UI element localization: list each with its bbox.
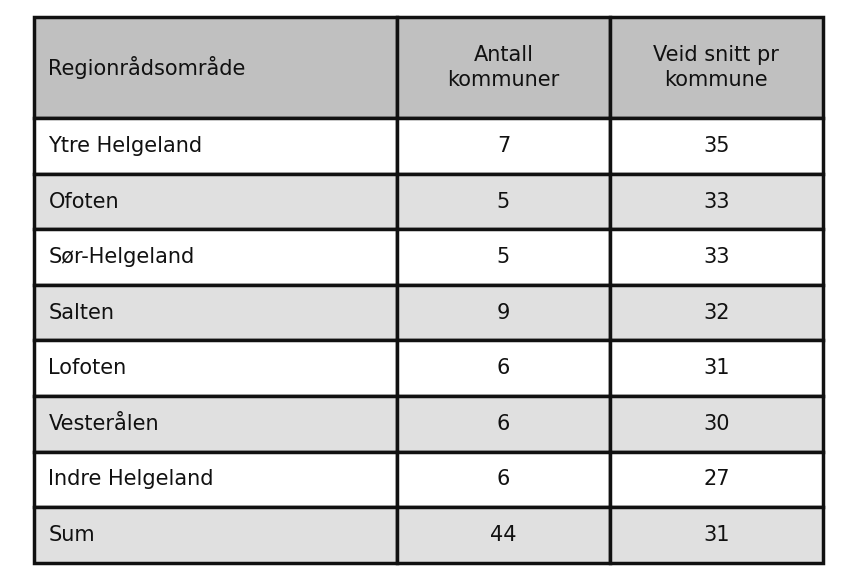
- Bar: [610, 229, 823, 285]
- Bar: [34, 340, 397, 396]
- Bar: [34, 451, 397, 507]
- Text: Ofoten: Ofoten: [49, 191, 119, 212]
- Text: 31: 31: [703, 525, 729, 545]
- Bar: [397, 229, 610, 285]
- Text: 35: 35: [703, 136, 729, 156]
- Bar: [610, 451, 823, 507]
- Bar: [397, 340, 610, 396]
- Bar: [34, 174, 397, 229]
- Text: Lofoten: Lofoten: [49, 358, 127, 378]
- Text: 31: 31: [703, 358, 729, 378]
- Bar: [610, 340, 823, 396]
- Text: 6: 6: [497, 358, 510, 378]
- Text: Antall
kommuner: Antall kommuner: [447, 45, 560, 90]
- Text: 30: 30: [703, 414, 729, 434]
- Bar: [34, 17, 397, 118]
- Text: 44: 44: [490, 525, 517, 545]
- Bar: [610, 507, 823, 563]
- Text: 33: 33: [703, 247, 729, 267]
- Bar: [397, 507, 610, 563]
- Bar: [34, 507, 397, 563]
- Bar: [397, 17, 610, 118]
- Bar: [34, 396, 397, 451]
- Bar: [610, 285, 823, 340]
- Bar: [610, 118, 823, 174]
- Text: Regionrådsområde: Regionrådsområde: [49, 56, 246, 79]
- Text: 6: 6: [497, 414, 510, 434]
- Text: 7: 7: [497, 136, 510, 156]
- Text: Veid snitt pr
kommune: Veid snitt pr kommune: [653, 45, 779, 90]
- Bar: [397, 285, 610, 340]
- Text: 9: 9: [497, 303, 510, 322]
- Text: 33: 33: [703, 191, 729, 212]
- Bar: [397, 396, 610, 451]
- Text: Vesterålen: Vesterålen: [49, 414, 159, 434]
- Text: 5: 5: [497, 247, 510, 267]
- Bar: [397, 174, 610, 229]
- Bar: [34, 229, 397, 285]
- Bar: [34, 285, 397, 340]
- Bar: [610, 174, 823, 229]
- Bar: [610, 17, 823, 118]
- Text: Sør-Helgeland: Sør-Helgeland: [49, 247, 195, 267]
- Bar: [34, 118, 397, 174]
- Text: 32: 32: [703, 303, 729, 322]
- Text: Salten: Salten: [49, 303, 115, 322]
- Text: Ytre Helgeland: Ytre Helgeland: [49, 136, 202, 156]
- Bar: [397, 451, 610, 507]
- Text: 5: 5: [497, 191, 510, 212]
- Bar: [610, 396, 823, 451]
- Text: Sum: Sum: [49, 525, 95, 545]
- Bar: [397, 118, 610, 174]
- Text: 27: 27: [703, 469, 729, 490]
- Text: Indre Helgeland: Indre Helgeland: [49, 469, 214, 490]
- Text: 6: 6: [497, 469, 510, 490]
